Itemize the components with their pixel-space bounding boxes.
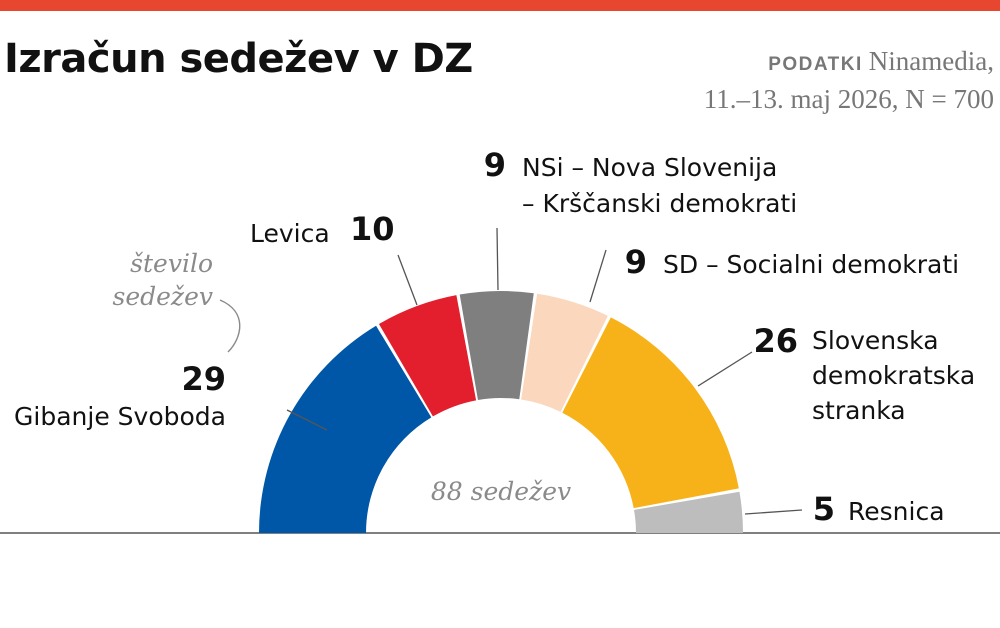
party-name-nsi-nova-slovenija-krscanski-demokrati: – Krščanski demokrati	[522, 189, 797, 218]
party-name-levica: Levica	[250, 219, 330, 248]
party-name-resnica: Resnica	[848, 497, 945, 526]
leader-line-levica	[397, 254, 418, 306]
segment-sd-socialni-demokrati	[521, 293, 608, 412]
segment-resnica	[634, 491, 743, 533]
annotation-line-1: število	[130, 249, 213, 278]
leader-line-gibanje-svoboda	[286, 409, 328, 431]
source-name: Ninamedia,	[868, 46, 994, 76]
source-detail: 11.–13. maj 2026, N = 700	[703, 84, 994, 114]
leader-line-resnica	[744, 509, 803, 515]
party-name-sd-socialni-demokrati: SD – Socialni demokrati	[663, 250, 959, 279]
segment-gibanje-svoboda	[259, 325, 432, 533]
segment-levica	[378, 295, 477, 417]
party-name-gibanje-svoboda: Gibanje Svoboda	[14, 402, 226, 431]
leader-line-nsi-nova-slovenija-krscanski-demokrati	[496, 227, 499, 291]
seat-count-levica: 10	[350, 210, 395, 248]
seat-count-resnica: 5	[813, 490, 835, 528]
seat-count-gibanje-svoboda: 29	[181, 360, 226, 398]
top-accent-bar	[0, 0, 1000, 11]
party-name-slovenska-demokratska-stranka: demokratska	[812, 361, 975, 390]
party-name-slovenska-demokratska-stranka: Slovenska	[812, 326, 939, 355]
annotation-pointer	[219, 299, 241, 353]
total-seats-label: 88 sedežev	[431, 477, 571, 506]
chart-title: Izračun sedežev v DZ	[4, 36, 473, 82]
segment-slovenska-demokratska-stranka	[562, 317, 739, 509]
seat-count-nsi-nova-slovenija-krscanski-demokrati: 9	[484, 146, 506, 184]
source-line-1: PODATKI Ninamedia,	[704, 44, 994, 82]
seat-count-slovenska-demokratska-stranka: 26	[753, 322, 798, 360]
source-note: PODATKI Ninamedia, 11.–13. maj 2026, N = …	[704, 44, 994, 117]
leader-line-slovenska-demokratska-stranka	[697, 351, 753, 387]
seat-count-sd-socialni-demokrati: 9	[625, 243, 647, 281]
segment-nsi-nova-slovenija-krscanski-demokrati	[459, 291, 534, 400]
annotation-line-2: sedežev	[112, 282, 213, 311]
leader-line-sd-socialni-demokrati	[589, 249, 607, 303]
party-name-slovenska-demokratska-stranka: stranka	[812, 396, 906, 425]
source-label: PODATKI	[768, 54, 863, 75]
party-name-nsi-nova-slovenija-krscanski-demokrati: NSi – Nova Slovenija	[522, 153, 777, 182]
